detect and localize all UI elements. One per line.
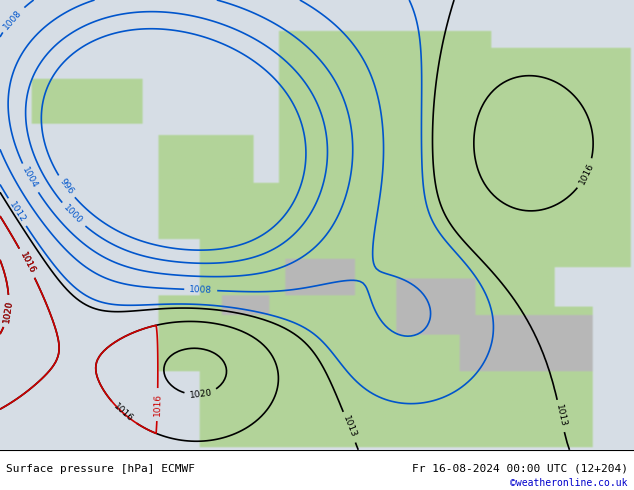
Text: 1004: 1004 [20,166,39,191]
Text: 1000: 1000 [62,203,84,226]
Text: 1020: 1020 [2,299,14,323]
Text: 1013: 1013 [554,404,567,428]
Text: 1008: 1008 [2,8,23,31]
Text: 1013: 1013 [341,415,358,440]
Text: 1020: 1020 [2,299,14,323]
Text: 1016: 1016 [18,251,36,275]
Text: Fr 16-08-2024 00:00 UTC (12+204): Fr 16-08-2024 00:00 UTC (12+204) [411,464,628,474]
Text: 1016: 1016 [577,162,595,186]
Text: 996: 996 [58,177,75,196]
Text: ©weatheronline.co.uk: ©weatheronline.co.uk [510,478,628,488]
Text: 1016: 1016 [153,393,162,416]
Text: 1008: 1008 [189,285,212,295]
Text: 1012: 1012 [7,200,27,224]
Text: 1020: 1020 [189,389,212,400]
Text: 1016: 1016 [112,402,135,424]
Text: 1016: 1016 [18,251,36,275]
Text: Surface pressure [hPa] ECMWF: Surface pressure [hPa] ECMWF [6,464,195,474]
